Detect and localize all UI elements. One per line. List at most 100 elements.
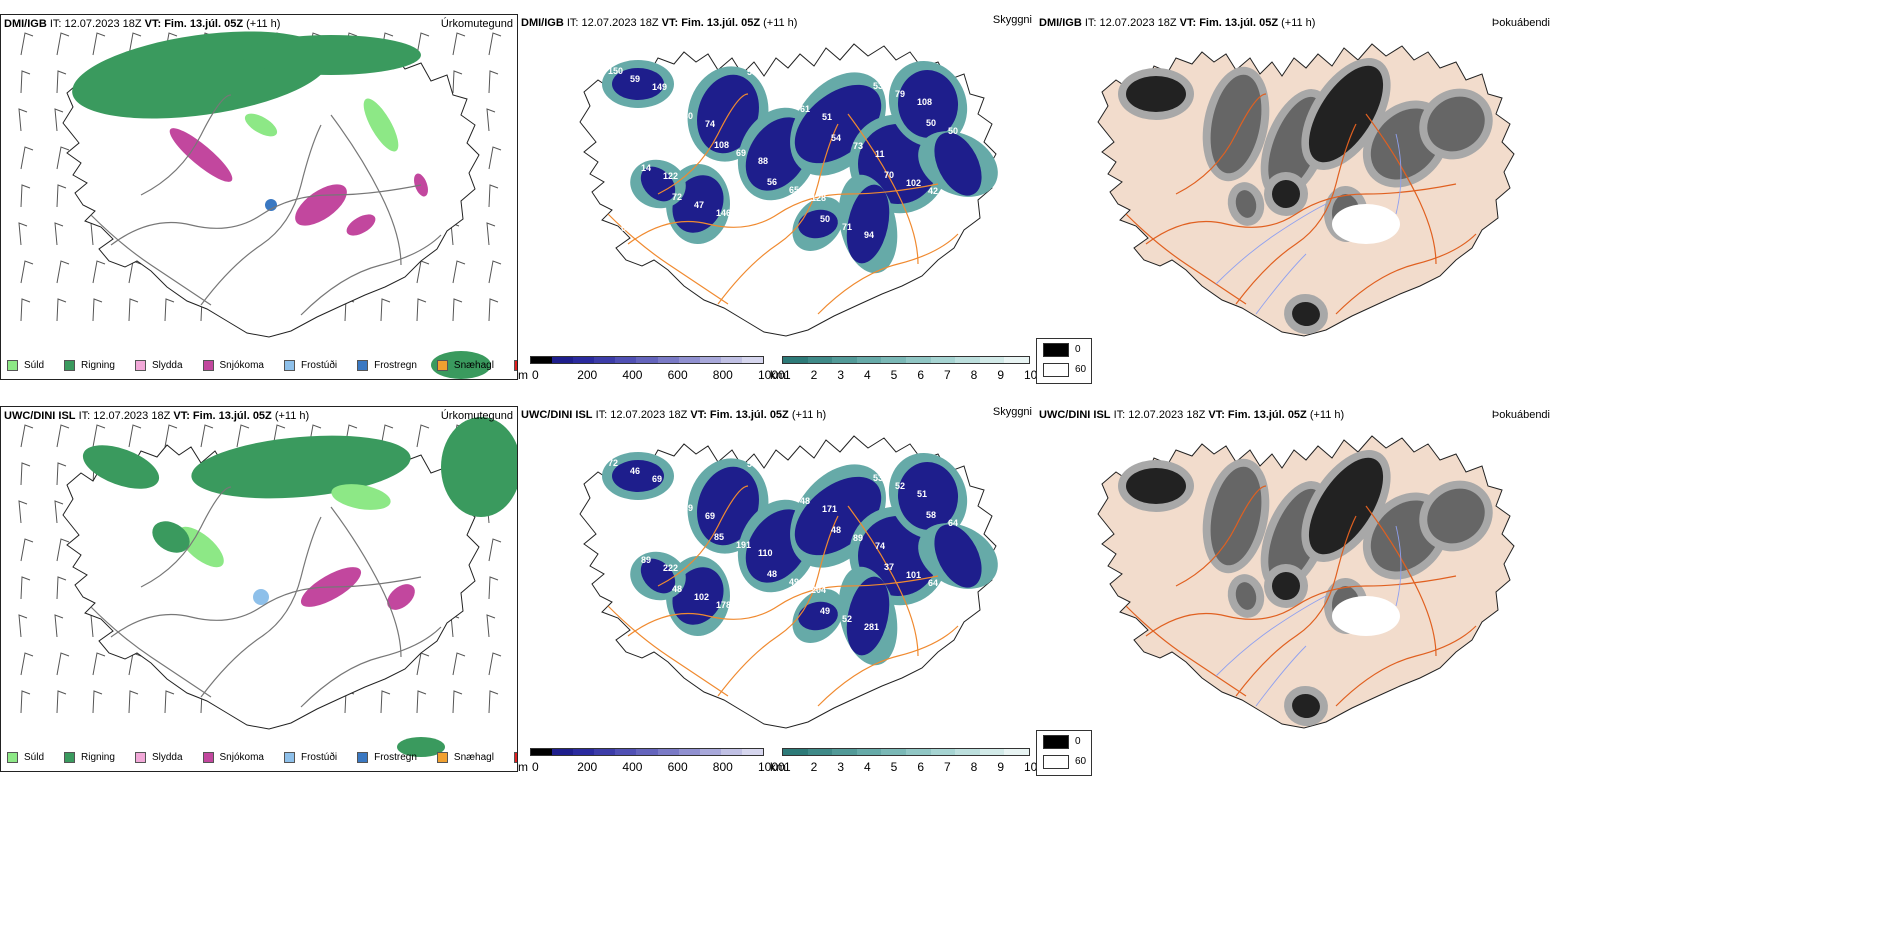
cloudbase-label: 94 (864, 230, 874, 240)
colorbar-tick: 2 (810, 368, 818, 382)
colorbar-segment (594, 749, 616, 755)
cloudbase-label: 42 (928, 186, 938, 196)
cloudbase-label: 69 (652, 474, 662, 484)
colorbar-tick: 7 (944, 368, 951, 382)
precip-panel-uwc: UWC/DINI ISL IT: 12.07.2023 18Z VT: Fim.… (0, 406, 518, 772)
colorbar-tick: 8 (970, 368, 978, 382)
panel-title: Úrkomutegund (440, 18, 513, 30)
precip-area (397, 737, 445, 757)
colorbar-segment (573, 749, 595, 755)
cloudbase-label: 191 (736, 540, 751, 550)
model-name: DMI/IGB (521, 17, 564, 29)
issue-time: IT: 12.07.2023 18Z (49, 18, 142, 30)
legend-item: Frostregn (357, 752, 417, 763)
precip-area (191, 435, 411, 499)
colorbar-tick: 3 (837, 760, 845, 774)
colorbar-unit: m (518, 760, 528, 774)
cloudbase-area (640, 166, 676, 202)
colorbar-segment (741, 749, 764, 755)
cloudbase-label: 69 (705, 511, 715, 521)
legend-label: Súld (24, 360, 45, 371)
fog-index-area (1332, 596, 1400, 636)
cloudbase-colorbar: m 0 200 400 600 800 1000 (518, 356, 785, 396)
cloudbase-label: 64 (928, 578, 938, 588)
cloudbase-label: 55 (661, 103, 671, 113)
colorbar-segment (807, 357, 833, 363)
cloudbase-label: 55 (747, 67, 757, 77)
cloudbase-label: 50 (820, 214, 830, 224)
legend-item: Rigning (64, 360, 115, 371)
cloudbase-labels: 72 64 85 48 49 53 58 64 48 40 45 48 37 65 46 39 191 49 52 5… (608, 458, 969, 632)
legend-label: Snæhagl (453, 752, 494, 763)
fog-index-area (1126, 76, 1186, 112)
colorbar-segment (979, 749, 1005, 755)
precip-area (253, 589, 269, 605)
colorbar-segment (615, 749, 637, 755)
legend-item: Snjókoma (202, 360, 264, 371)
cloudbase-label: 62 (769, 75, 779, 85)
island-outline (62, 436, 480, 730)
cloudbase-label: 77 (619, 155, 629, 165)
precip-area (387, 584, 415, 610)
panel-title: Skyggni (992, 406, 1032, 418)
cloudbase-label: 39 (683, 503, 693, 513)
cloudbase-label: 204 (811, 585, 826, 595)
fog-legend-swatch (1043, 755, 1069, 769)
cloudbase-label: 61 (800, 104, 810, 114)
issue-time: IT: 12.07.2023 18Z (78, 410, 171, 422)
legend-swatch (513, 752, 517, 763)
precip-area (82, 445, 160, 489)
cloudbase-label: 52 (842, 614, 852, 624)
colorbar-segment (979, 357, 1005, 363)
colorbar-unit: km (770, 368, 786, 382)
colorbar-tick: 3 (837, 368, 845, 382)
cloudbase-label: 53 (873, 473, 883, 483)
legend-item: Súld (7, 360, 44, 371)
colorbar-segment (657, 749, 679, 755)
cloudbase-label: 108 (714, 140, 729, 150)
fog-legend-swatch (1043, 735, 1069, 749)
cloudbase-area (798, 209, 838, 239)
legend-item: Slydda (134, 752, 183, 763)
legend-swatch (64, 360, 76, 371)
cloudbase-label: 49 (789, 577, 799, 587)
colorbar-tick: 4 (864, 760, 871, 774)
legend-label: Frostregn (374, 752, 417, 763)
legend-swatch (202, 752, 214, 763)
fog-legend-label: 0 (1075, 736, 1081, 747)
cloudbase-label: 51 (822, 112, 832, 122)
cloudbase-label: 70 (884, 170, 894, 180)
cloudbase-label: 53 (873, 81, 883, 91)
cloudbase-labels: 150 55 108 56 50 53 50 77 72 57 102 54 70 32 59 80 69 65 7… (608, 66, 969, 240)
fog-legend-label: 0 (1075, 344, 1081, 355)
fog-panel-dmi: DMI/IGB IT: 12.07.2023 18Z VT: Fim. 13.j… (1036, 14, 1554, 380)
colorbar-segment (783, 357, 808, 363)
cloudbase-area (934, 524, 982, 588)
colorbar-tick: 6 (917, 368, 925, 382)
cloudbase-label: 101 (906, 570, 921, 580)
cloudbase-label: 69 (736, 148, 746, 158)
legend-item: Súld (7, 752, 44, 763)
colorbar-segment (930, 749, 956, 755)
legend-label: Snjókoma (219, 360, 264, 371)
cloudbase-label: 102 (906, 178, 921, 188)
visibility-colorbar: km 1 2 3 4 5 6 7 8 9 10 (770, 748, 1037, 788)
colorbar-segment (832, 357, 857, 363)
legend-label: Frostregn (374, 360, 417, 371)
panel-header: DMI/IGB IT: 12.07.2023 18Z VT: Fim. 13.j… (4, 18, 280, 30)
cloudbase-area (612, 460, 664, 492)
fog-index-area (1308, 457, 1384, 555)
cloudbase-label: 80 (683, 111, 693, 121)
colorbar-tick: 200 (577, 760, 598, 774)
colorbar-tick: 8 (970, 760, 978, 774)
colorbar-segment (783, 749, 808, 755)
colorbar-segment (881, 749, 906, 755)
legend-item: Haglél (513, 360, 517, 371)
colorbar-tick: 0 (532, 368, 539, 382)
cloudbase-label: 150 (608, 66, 623, 76)
colorbar-tick: 5 (890, 760, 898, 774)
colorbar-tick: 1 (784, 760, 791, 774)
cloudbase-label: 100 (610, 134, 625, 144)
colorbar-tick: 800 (712, 368, 733, 382)
colorbar-segment (678, 749, 700, 755)
